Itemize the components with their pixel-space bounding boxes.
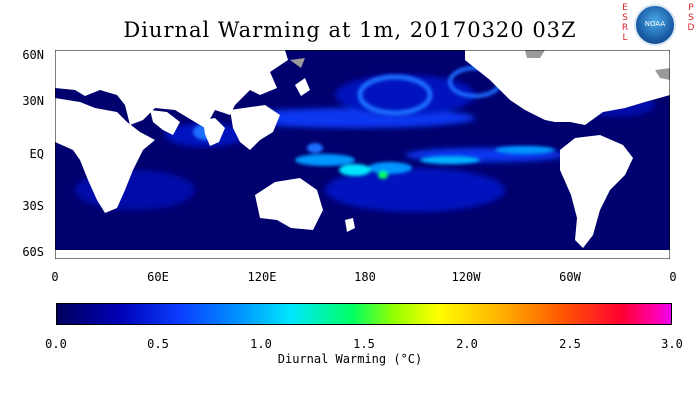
arabia [150,110,180,135]
colorbar-tick: 0.0 [45,337,67,351]
lon-label: 0 [51,270,59,284]
australia [255,178,323,230]
colorbar-tick: 2.0 [456,337,478,351]
lon-label: 180 [354,270,376,284]
noaa-seal-icon: NOAA [634,4,676,46]
lon-label: 120W [451,270,481,284]
lat-label: 60N [22,48,44,62]
lon-label: 60W [559,270,581,284]
lon-label: 120E [247,270,277,284]
africa [55,98,155,213]
india [203,118,225,146]
eurasia-north [55,50,288,128]
seal-text: NOAA [644,20,666,28]
noaa-esrl-psd-logo: E S R L NOAA P S D [620,3,696,47]
colorbar-label: Diurnal Warming (°C) [277,352,423,366]
logo-letter: D [687,23,695,33]
diurnal-warming-map [55,50,670,259]
colorbar [56,303,672,325]
logo-letter: E [622,3,628,13]
colorbar-tick: 0.5 [147,337,169,351]
lon-label: 60E [147,270,169,284]
colorbar-tick: 2.5 [559,337,581,351]
logo-letter: S [622,13,628,23]
lat-label: 30N [22,94,44,108]
colorbar-tick: 1.0 [250,337,272,351]
lat-label: 30S [22,199,44,213]
map-title: Diurnal Warming at 1m, 20170320 03Z [123,18,577,42]
logo-letter: L [622,33,628,43]
antarctica [55,250,670,259]
new-zealand [345,218,355,232]
lon-label: 0 [669,270,677,284]
land-masses [55,50,670,259]
southeast-asia [230,105,280,150]
japan [295,78,310,96]
logo-letter: R [621,23,629,33]
logo-letter: S [688,13,694,23]
hot-spots [193,66,555,179]
lat-label: 60S [22,245,44,259]
south-america [560,135,633,248]
north-america [465,50,670,125]
lat-label: EQ [29,147,44,161]
colorbar-tick: 1.5 [353,337,375,351]
psd-vertical-text: P S D [686,3,696,33]
colorbar-tick: 3.0 [661,337,683,351]
esrl-vertical-text: E S R L [620,3,630,43]
sea-ice [290,50,670,80]
logo-letter: P [688,3,694,13]
